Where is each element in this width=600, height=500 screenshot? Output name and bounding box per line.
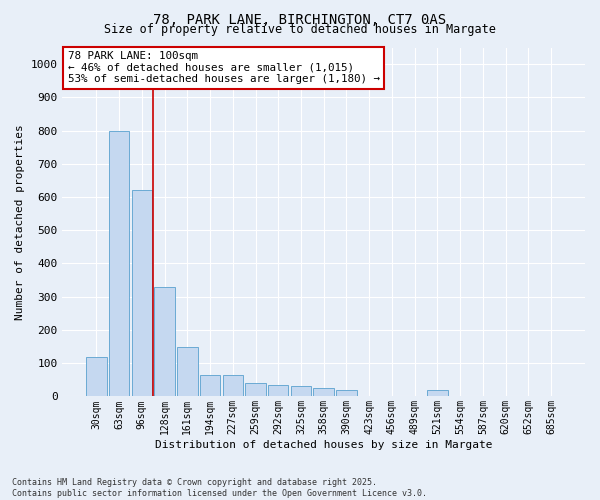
Text: Size of property relative to detached houses in Margate: Size of property relative to detached ho… (104, 22, 496, 36)
X-axis label: Distribution of detached houses by size in Margate: Distribution of detached houses by size … (155, 440, 493, 450)
Bar (245, 383, 266, 396)
Bar (109, 130, 130, 396)
Bar (86, 356, 107, 397)
Y-axis label: Number of detached properties: Number of detached properties (15, 124, 25, 320)
Bar (268, 385, 289, 396)
Bar (154, 287, 175, 397)
Text: 78 PARK LANE: 100sqm
← 46% of detached houses are smaller (1,015)
53% of semi-de: 78 PARK LANE: 100sqm ← 46% of detached h… (68, 51, 380, 84)
Bar (427, 390, 448, 396)
Bar (131, 190, 152, 396)
Bar (336, 390, 356, 396)
Bar (313, 388, 334, 396)
Bar (200, 375, 220, 396)
Bar (177, 346, 197, 397)
Text: 78, PARK LANE, BIRCHINGTON, CT7 0AS: 78, PARK LANE, BIRCHINGTON, CT7 0AS (154, 12, 446, 26)
Text: Contains HM Land Registry data © Crown copyright and database right 2025.
Contai: Contains HM Land Registry data © Crown c… (12, 478, 427, 498)
Bar (291, 386, 311, 396)
Bar (223, 375, 243, 396)
